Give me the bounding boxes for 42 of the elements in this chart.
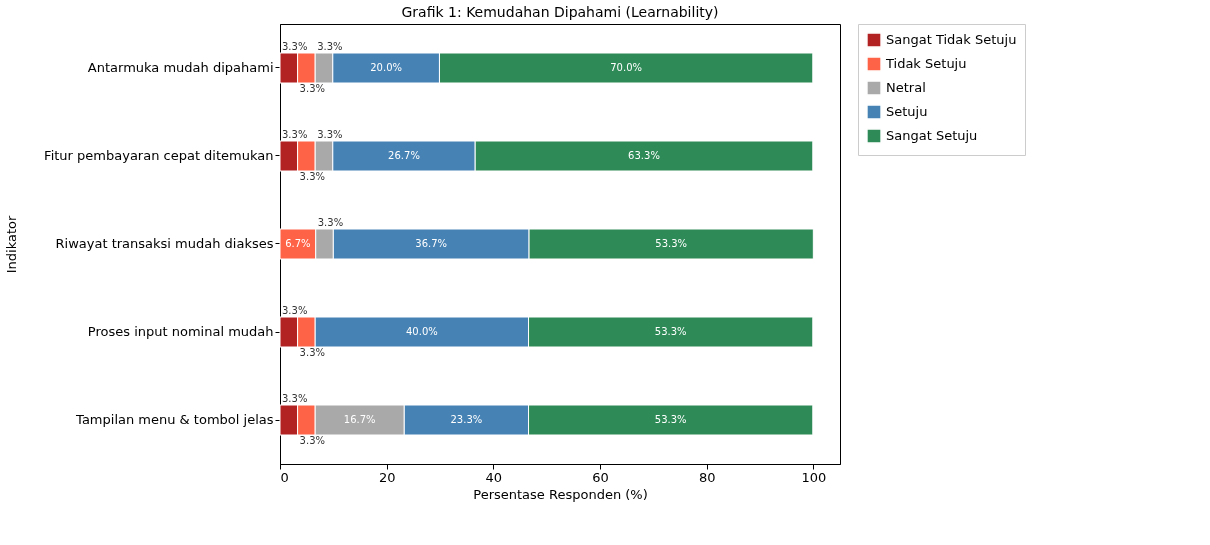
data-label: 36.7% (415, 238, 448, 249)
data-label: 26.7% (388, 150, 420, 161)
y-tick-label: Proses input nominal mudah (87, 324, 274, 339)
data-label: 70.0% (610, 62, 643, 73)
data-label: 53.3% (655, 238, 688, 249)
x-tick-label: 40 (485, 469, 503, 485)
data-label: 3.3% (317, 41, 343, 52)
data-label: 40.0% (405, 326, 438, 337)
data-label: 20.0% (370, 62, 403, 73)
legend-label: Tidak Setuju (885, 56, 967, 71)
data-label: 3.3% (282, 129, 308, 140)
x-tick-label: 60 (592, 469, 609, 485)
data-label: 23.3% (450, 414, 483, 425)
x-tick-label: 20 (378, 469, 396, 485)
data-label: 16.7% (343, 414, 376, 425)
data-label: 63.3% (628, 150, 660, 161)
y-axis-title: Indikator (3, 215, 19, 274)
y-tick-label: Tampilan menu & tombol jelas (75, 412, 274, 427)
y-tick-label: Fitur pembayaran cepat ditemukan (44, 148, 274, 163)
x-tick-label: 0 (280, 469, 289, 485)
y-tick-label: Antarmuka mudah dipahami (87, 60, 274, 75)
data-label: 6.7% (285, 238, 311, 249)
data-label: 3.3% (299, 83, 326, 94)
data-label: 53.3% (654, 414, 687, 425)
legend-label: Sangat Tidak Setuju (886, 32, 1017, 47)
y-tick-label: Riwayat transaksi mudah diakses (55, 236, 274, 251)
data-label: 3.3% (282, 393, 308, 404)
chart-title: Grafik 1: Kemudahan Dipahami (Learnability) (401, 3, 719, 20)
data-label: 53.3% (654, 326, 687, 337)
data-label: 3.3% (317, 217, 344, 228)
data-label: 3.3% (282, 41, 308, 52)
data-label: 3.3% (282, 305, 308, 316)
x-tick-label: 80 (698, 469, 716, 485)
x-axis-title: Persentase Responden (%) (473, 486, 648, 502)
legend-label: Setuju (886, 104, 928, 119)
legend-label: Netral (886, 80, 926, 95)
x-tick-label: 100 (801, 469, 827, 485)
legend-label: Sangat Setuju (886, 128, 978, 143)
data-label: 3.3% (299, 171, 326, 182)
data-label: 3.3% (317, 129, 343, 140)
data-label: 3.3% (299, 435, 326, 446)
data-label: 3.3% (299, 347, 326, 358)
